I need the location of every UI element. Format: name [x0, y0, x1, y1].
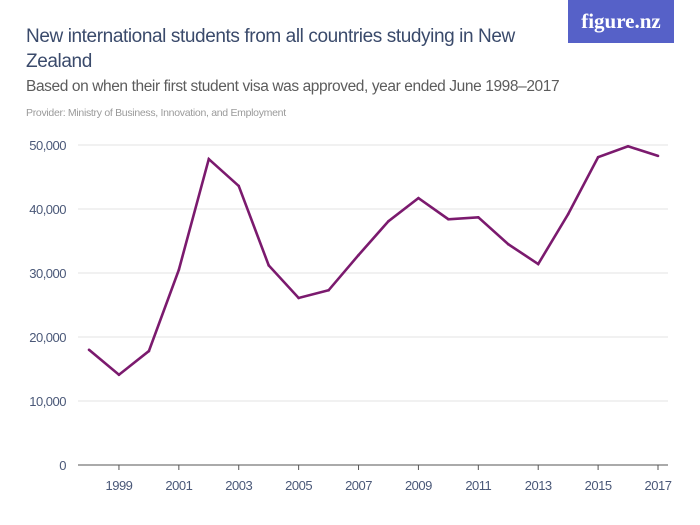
data-point	[267, 264, 270, 267]
data-point	[417, 196, 420, 200]
data-point	[536, 262, 540, 266]
provider-text: Provider: Ministry of Business, Innovati…	[26, 107, 286, 119]
series-line	[88, 144, 659, 377]
y-tick-label: 0	[59, 458, 66, 473]
data-point	[147, 349, 151, 353]
data-point	[117, 373, 121, 377]
figure-nz-logo[interactable]: figure.nz	[568, 0, 674, 43]
data-point	[297, 296, 300, 300]
data-point	[237, 184, 241, 188]
data-point	[207, 157, 211, 161]
x-tick-label: 2007	[345, 478, 372, 493]
data-point	[357, 253, 360, 257]
x-tick-label: 2005	[285, 478, 312, 493]
y-tick-label: 10,000	[29, 394, 66, 409]
data-point	[387, 219, 390, 223]
data-point	[477, 216, 480, 219]
chart-title: New international students from all coun…	[26, 26, 515, 72]
chart-subtitle: Based on when their first student visa w…	[26, 78, 560, 95]
x-tick-label: 2011	[465, 478, 491, 493]
data-point	[327, 288, 330, 292]
x-tick-label: 1999	[105, 478, 132, 493]
x-tick-label: 2003	[225, 478, 252, 493]
data-point	[87, 348, 91, 352]
x-tick-label: 2001	[165, 478, 192, 493]
data-point	[177, 268, 181, 272]
x-tick-label: 2009	[405, 478, 432, 493]
data-point	[596, 155, 600, 159]
y-tick-label: 40,000	[29, 202, 66, 217]
y-tick-label: 50,000	[29, 138, 66, 153]
x-tick-label: 2015	[585, 478, 612, 493]
x-tick-label: 2017	[645, 478, 672, 493]
x-tick-label: 2013	[525, 478, 552, 493]
y-tick-label: 30,000	[29, 266, 66, 281]
y-tick-label: 20,000	[29, 330, 66, 345]
data-point	[626, 144, 630, 148]
data-point	[447, 217, 450, 221]
data-point	[506, 242, 510, 246]
data-point	[656, 154, 660, 158]
data-point	[566, 212, 570, 216]
